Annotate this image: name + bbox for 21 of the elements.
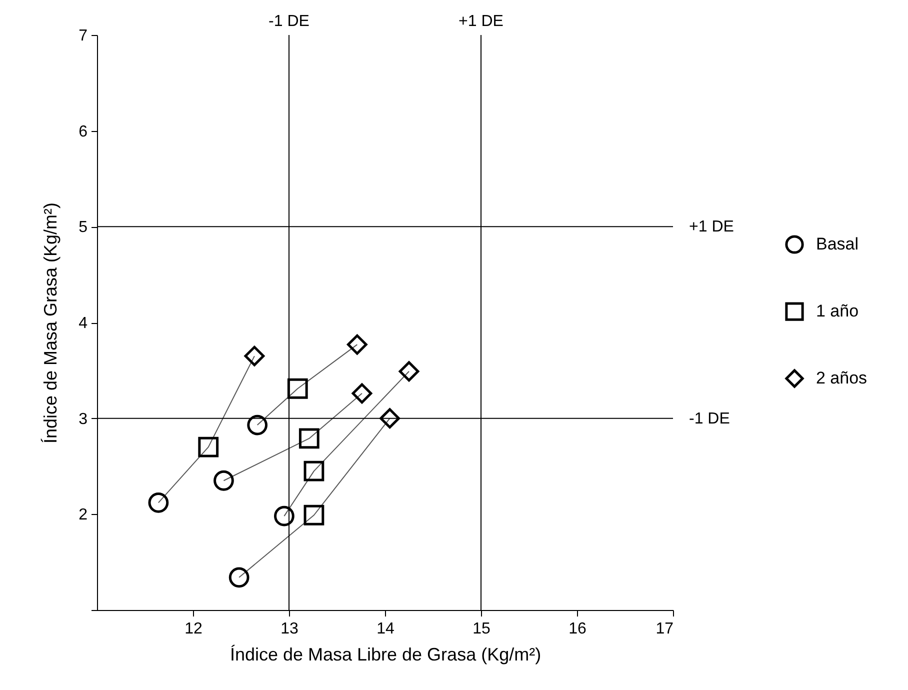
x-tick-label: 14 <box>376 620 394 638</box>
y-axis-title: Índice de Masa Grasa (Kg/m²) <box>40 202 61 444</box>
x-tick-label: 15 <box>472 620 490 638</box>
ref-line-label: +1 DE <box>458 13 504 30</box>
ref-line-label: +1 DE <box>689 218 734 236</box>
y-tick-label: 5 <box>78 219 88 236</box>
legend-label: 1 año <box>816 302 859 320</box>
x-tick-label: 13 <box>280 620 298 638</box>
legend-label: Basal <box>816 234 859 254</box>
y-tick-label: 7 <box>78 28 88 44</box>
x-tick-label: 12 <box>184 620 202 638</box>
y-tick-label: 2 <box>78 506 88 524</box>
y-tick-label: 3 <box>78 410 88 428</box>
ref-line-label: -1 DE <box>268 13 310 30</box>
ref-line-label: -1 DE <box>689 410 730 428</box>
legend-label: 2 años <box>816 368 868 388</box>
y-tick-label: 4 <box>78 315 88 332</box>
x-axis-title: Índice de Masa Libre de Grasa (Kg/m²) <box>230 644 542 664</box>
x-tick-label: 16 <box>568 620 586 638</box>
x-tick-label: 17 <box>656 620 674 638</box>
y-tick-label: 6 <box>78 123 88 140</box>
